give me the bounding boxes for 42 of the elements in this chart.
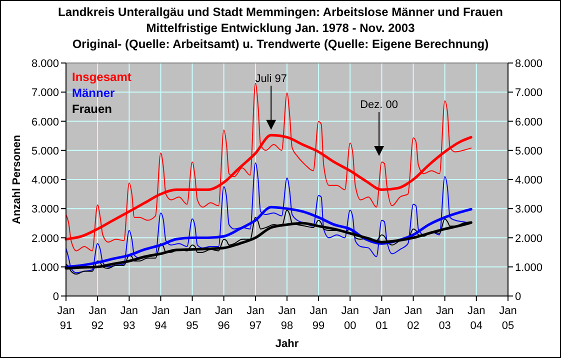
x-tick-label: Jan 00 <box>341 305 359 332</box>
annotation: Juli 97 <box>255 72 287 85</box>
y2-tick-label: 6.000 <box>515 116 543 128</box>
y2-tick-label: 5.000 <box>515 145 543 158</box>
x-tick-label: Jan 93 <box>120 305 138 332</box>
y-tick-label: 6.000 <box>31 116 59 128</box>
x-tick-label: Jan 92 <box>88 305 106 332</box>
y-tick-label: 4.000 <box>31 174 59 186</box>
x-tick-label: Jan 03 <box>436 305 454 332</box>
x-tick-label: Jan 95 <box>183 305 202 332</box>
x-tick-label: Jan 02 <box>404 305 422 332</box>
y2-tick-label: 1.000 <box>515 262 543 274</box>
chart-title: Landkreis Unterallgäu und Stadt Memmingen: Arbeitslose Männer und Frauen <box>58 5 503 19</box>
y-tick-label: 2.000 <box>31 232 59 245</box>
x-tick-label: Jan 91 <box>57 305 75 332</box>
x-tick-label: Jan 94 <box>152 305 170 332</box>
text: Männer <box>72 86 116 100</box>
x-tick-label: Jan 99 <box>310 305 328 332</box>
chart-subtitle: Mittelfristige Entwicklung Jan. 1978 - Nov. 2003 Original- (Quelle: Arbeitsamt) u. Trendwerte (Quelle: Eigene Berechnung) <box>72 21 489 51</box>
y2-tick-label: 3.000 <box>515 204 543 216</box>
x-tick-label: Jan 05 <box>499 305 517 332</box>
y2-tick-label: 4.000 <box>515 174 543 186</box>
x-tick-label: Jan 01 <box>372 305 391 332</box>
x-tick-label: Jan 04 <box>467 305 486 332</box>
y-tick-label: 3.000 <box>31 204 59 216</box>
x-tick-label: Jan 96 <box>214 305 233 332</box>
x-axis-title: Jahr <box>275 338 300 350</box>
annotation: Dez. 00 <box>360 99 398 112</box>
y2-tick-label: 0 <box>515 291 522 303</box>
y2-tick-label: 2.000 <box>515 232 543 245</box>
text: Frauen <box>72 102 112 116</box>
x-tick-label: Jan 97 <box>246 305 264 332</box>
x-tick-label: Jan 98 <box>278 305 296 332</box>
y-axis-title: Anzahl Personen <box>11 134 23 224</box>
y-tick-label: 1.000 <box>31 262 59 274</box>
y2-tick-label: 7.000 <box>515 87 543 100</box>
y-tick-label: 0 <box>52 291 59 303</box>
y-tick-label: 5.000 <box>31 145 59 158</box>
text: Insgesamt <box>72 70 132 84</box>
y-tick-label: 8.000 <box>31 58 59 70</box>
y-tick-label: 7.000 <box>31 87 59 100</box>
y2-tick-label: 8.000 <box>515 58 543 70</box>
